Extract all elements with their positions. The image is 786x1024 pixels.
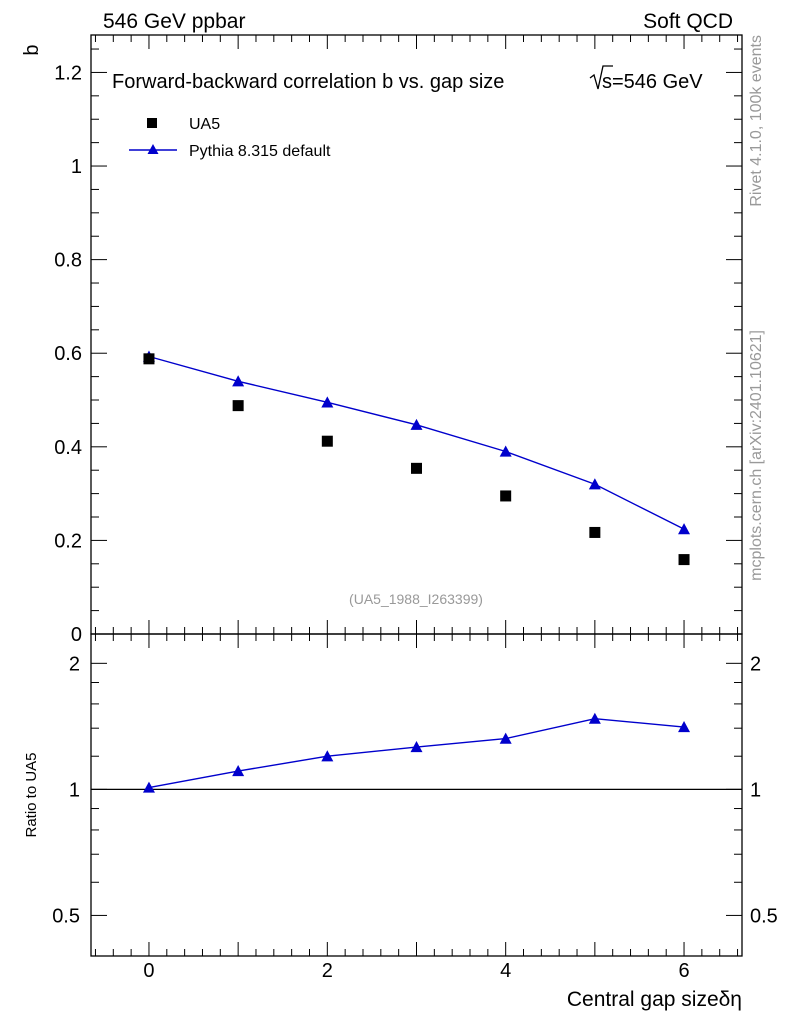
ratio-series-layer xyxy=(142,712,691,793)
main-series-layer xyxy=(142,350,691,566)
x-tick-label: 4 xyxy=(500,960,511,982)
x-axis-label: Central gap sizeδη xyxy=(567,988,742,1011)
pythia-point xyxy=(588,478,601,490)
ratio-pythia-point xyxy=(588,712,601,724)
pythia-point xyxy=(232,375,245,387)
x-tick-label: 6 xyxy=(678,960,689,982)
ua5-point xyxy=(678,554,690,566)
ratio-pythia-line xyxy=(148,717,685,789)
header-left-label: 546 GeV ppbar xyxy=(103,10,245,33)
rivet-version-label: Rivet 4.1.0, 100k events xyxy=(748,35,765,207)
chart-title-energy: s=546 GeV xyxy=(602,71,703,93)
legend-pythia-label: Pythia 8.315 default xyxy=(189,143,331,160)
ua5-point xyxy=(321,435,333,447)
sqrt-sign-icon xyxy=(589,65,613,90)
ratio-pythia-point xyxy=(232,765,245,777)
ratio-pythia-point xyxy=(678,721,691,733)
ratio-y-tick-label-left: 1 xyxy=(69,779,80,801)
mcplots-label: mcplots.cern.ch [arXiv:2401.10621] xyxy=(748,330,765,581)
main-y-axis-label: b xyxy=(21,44,43,55)
pythia-line xyxy=(148,355,685,530)
ratio-y-tick-label-left: 0.5 xyxy=(52,905,80,927)
ratio-panel: 0.5 0.5 1 1 2 2 Ratio to UA5 xyxy=(23,633,778,957)
sqrt-s-symbol: s=546 GeV xyxy=(589,65,703,93)
ua5-point xyxy=(589,526,601,538)
header-right-label: Soft QCD xyxy=(643,10,733,33)
y-tick-label: 0.8 xyxy=(54,250,82,272)
y-tick-label: 0.4 xyxy=(54,437,82,459)
main-y-tick-labels: 0 0.2 0.4 0.6 0.8 1 1.2 xyxy=(54,62,82,646)
legend-pythia-marker xyxy=(147,144,159,154)
ratio-pythia-point xyxy=(410,741,423,753)
pythia-point xyxy=(499,445,512,457)
ratio-panel-frame xyxy=(90,633,743,957)
legend-ua5-marker xyxy=(147,118,157,128)
pythia-point xyxy=(321,396,334,408)
y-tick-label: 0.2 xyxy=(54,530,82,552)
ratio-pythia-point xyxy=(321,750,334,762)
ratio-y-tick-labels: 0.5 0.5 1 1 2 2 xyxy=(52,653,778,927)
ratio-y-tick-label-right: 1 xyxy=(750,779,761,801)
y-tick-label: 1 xyxy=(71,156,82,178)
ua5-point xyxy=(143,353,155,365)
ua5-point xyxy=(232,400,244,412)
ua5-point xyxy=(500,490,512,502)
x-tick-label: 0 xyxy=(143,960,154,982)
legend: UA5 Pythia 8.315 default xyxy=(129,116,331,160)
ua5-point xyxy=(411,462,422,474)
ratio-y-tick-label-right: 2 xyxy=(750,653,761,675)
y-tick-label: 0 xyxy=(71,624,82,646)
pythia-point xyxy=(678,523,691,535)
chart-title: Forward-backward correlation b vs. gap s… xyxy=(112,71,504,93)
legend-ua5-label: UA5 xyxy=(189,116,220,133)
x-tick-label: 2 xyxy=(322,960,333,982)
ratio-y-tick-label-right: 0.5 xyxy=(750,905,778,927)
pythia-point xyxy=(410,418,423,430)
y-tick-label: 1.2 xyxy=(54,62,82,84)
ratio-pythia-point xyxy=(499,732,512,744)
ratio-axis-ticks xyxy=(91,634,742,957)
main-axis-ticks xyxy=(91,35,742,635)
x-tick-labels: 0 2 4 6 xyxy=(143,960,689,982)
ratio-y-axis-label: Ratio to UA5 xyxy=(23,752,40,837)
main-panel: 0 0.2 0.4 0.6 0.8 1 1.2 b Forward-backward cor… xyxy=(21,34,743,646)
ratio-y-tick-label-left: 2 xyxy=(69,653,80,675)
y-tick-label: 0.6 xyxy=(54,343,82,365)
ratio-pythia-point xyxy=(142,781,155,793)
analysis-id-label: (UA5_1988_I263399) xyxy=(349,591,483,607)
